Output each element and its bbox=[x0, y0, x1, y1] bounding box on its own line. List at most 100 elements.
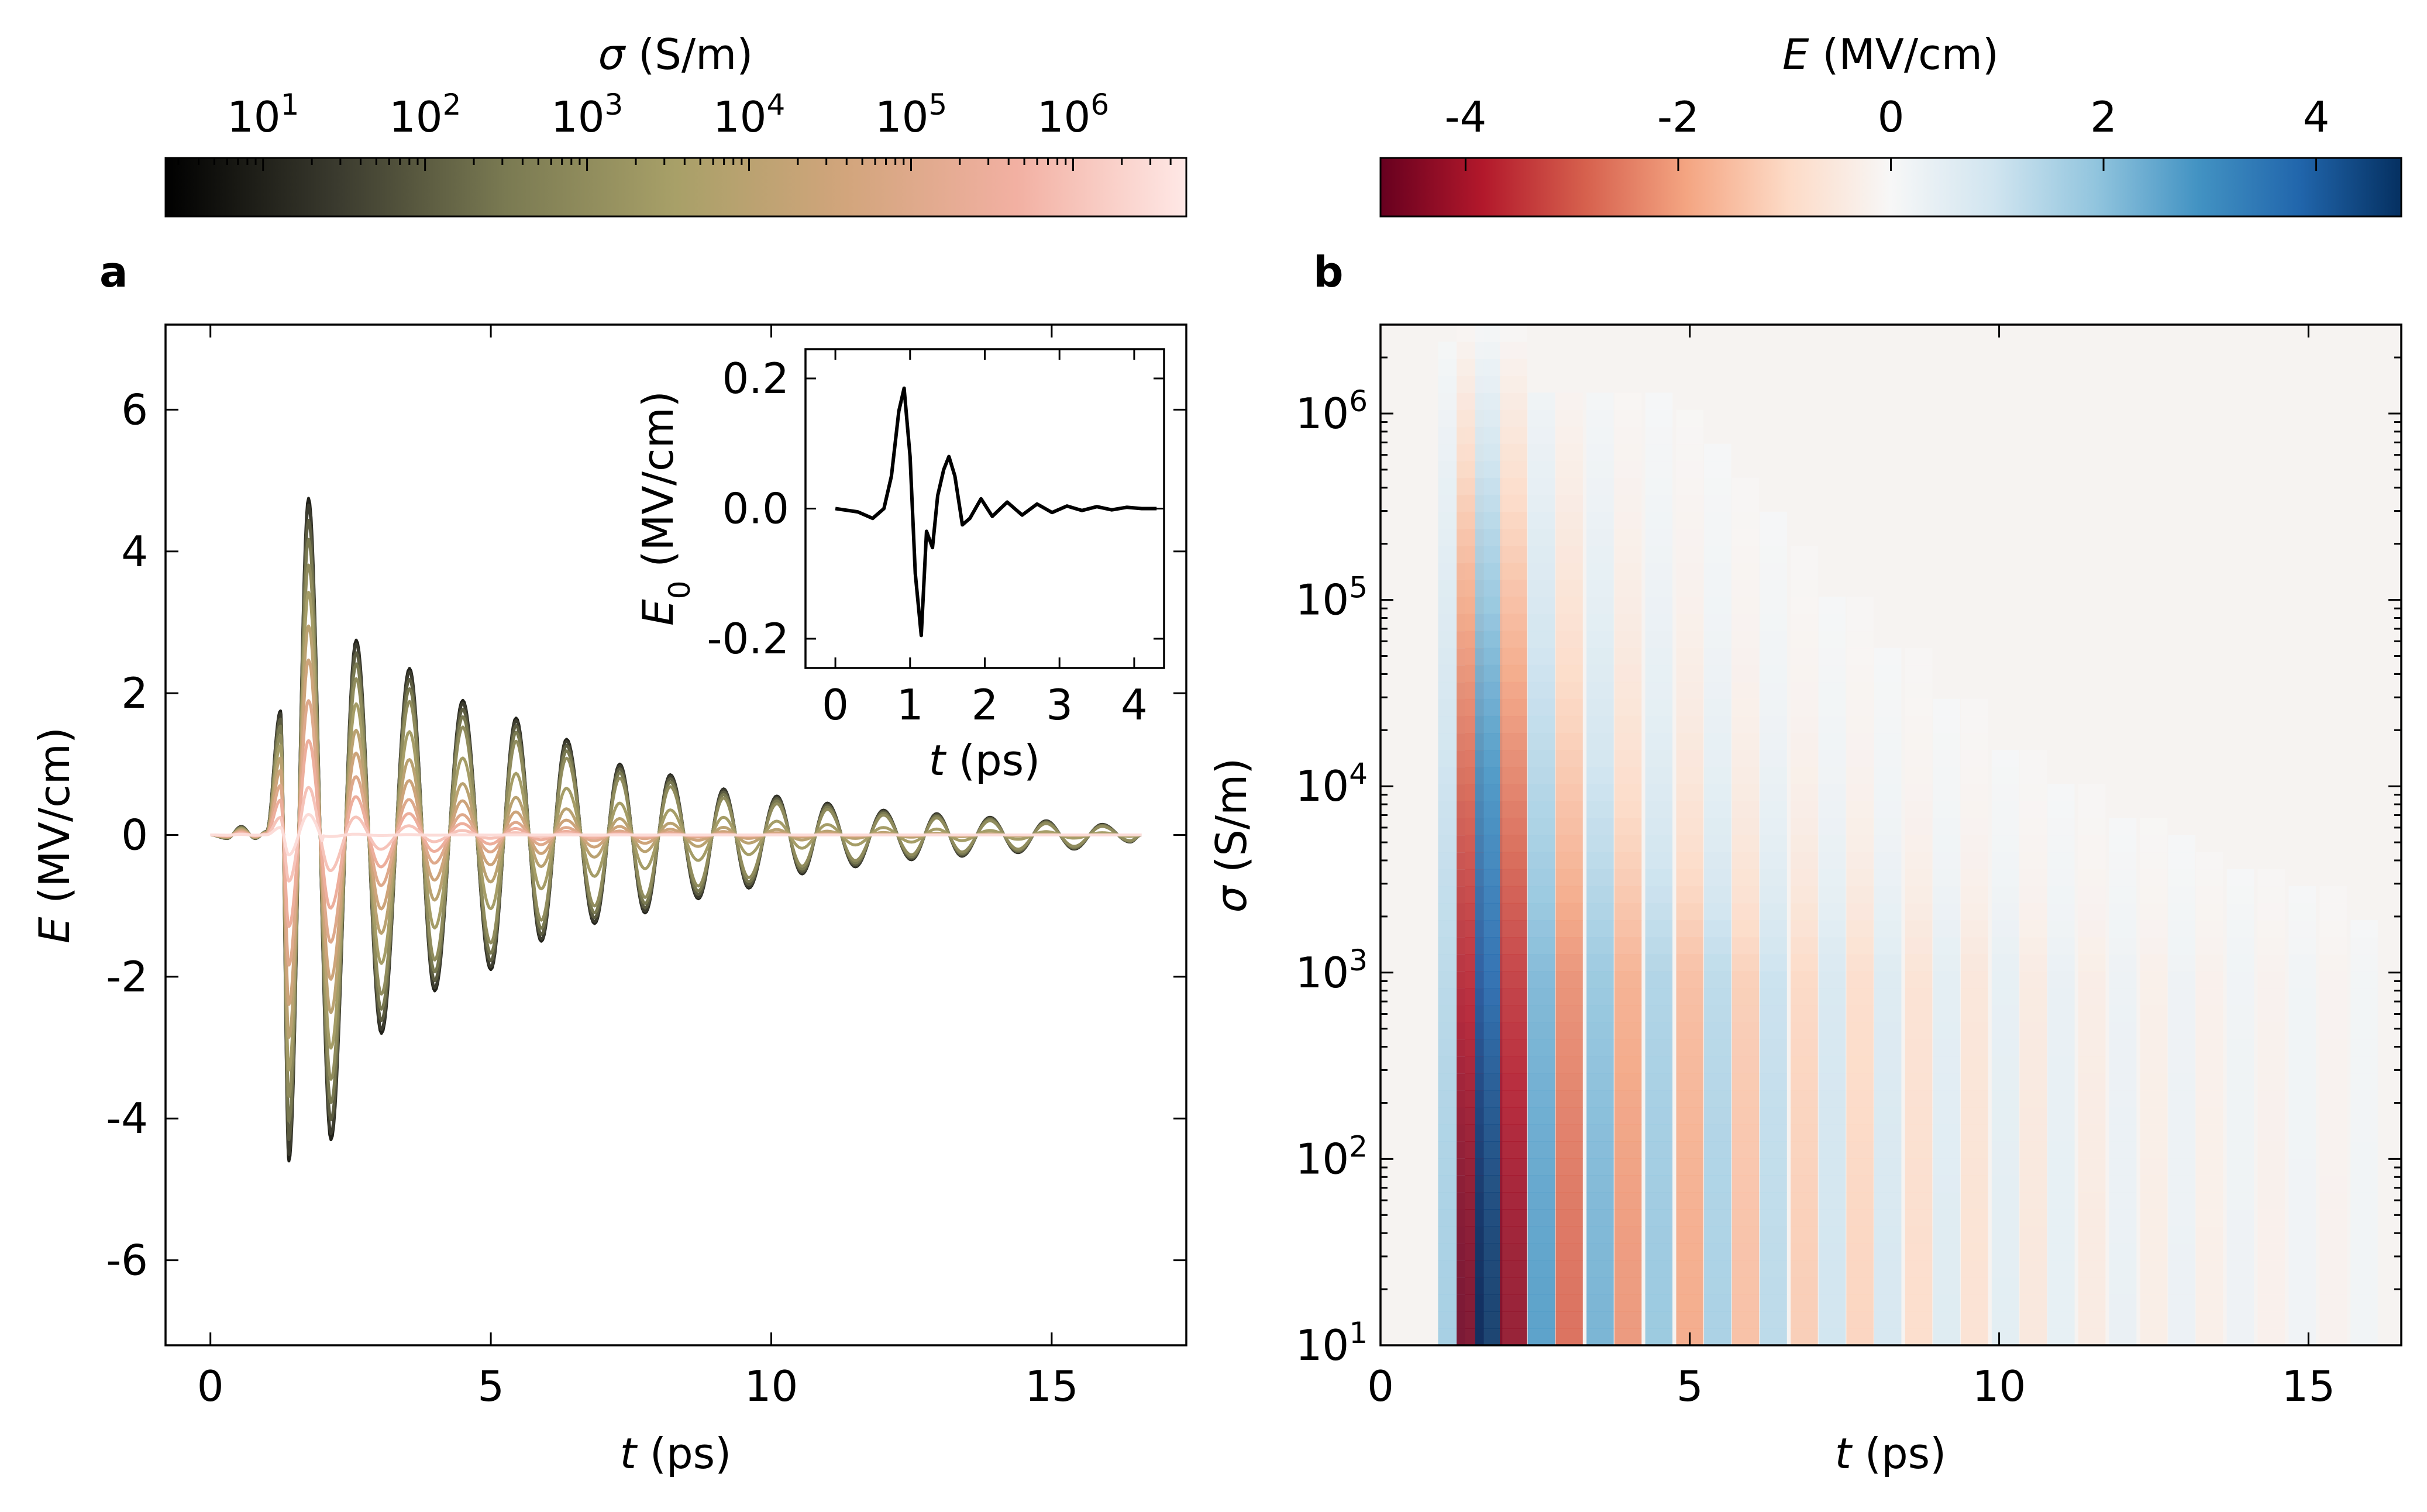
heatmap-cell bbox=[1500, 937, 1527, 955]
heatmap-cell bbox=[2168, 1124, 2195, 1142]
heatmap-cell bbox=[1676, 733, 1703, 750]
heatmap-cell bbox=[2109, 1141, 2137, 1159]
heatmap-cell bbox=[1905, 903, 1933, 921]
heatmap-cell bbox=[1846, 784, 1874, 801]
heatmap-cell bbox=[1760, 1328, 1787, 1345]
heatmap-cell bbox=[1586, 681, 1614, 700]
heatmap-cell bbox=[1874, 919, 1902, 938]
heatmap-cell bbox=[2019, 1022, 2047, 1040]
heatmap-cell bbox=[1676, 1124, 1703, 1142]
heatmap-cell bbox=[2226, 1158, 2254, 1176]
heatmap-cell bbox=[2078, 903, 2106, 921]
heatmap-cell bbox=[1475, 1005, 1503, 1022]
heatmap-cell bbox=[2109, 1226, 2137, 1244]
heatmap-cell bbox=[1905, 1294, 1933, 1312]
heatmap-cell bbox=[2195, 1277, 2223, 1295]
heatmap-cell bbox=[2078, 886, 2106, 904]
heatmap-cell bbox=[1731, 919, 1760, 938]
heatmap-cell bbox=[1818, 1158, 1846, 1176]
heatmap-cell bbox=[1846, 698, 1874, 717]
heatmap-cell bbox=[1760, 903, 1787, 921]
heatmap-cell bbox=[1905, 852, 1933, 870]
heatmap-cell bbox=[1704, 563, 1731, 580]
heatmap-cell bbox=[2257, 919, 2285, 938]
heatmap-cell bbox=[1586, 614, 1614, 632]
heatmap-cell bbox=[2109, 1090, 2137, 1108]
heatmap-cell bbox=[1586, 1175, 1614, 1193]
heatmap-cell bbox=[1760, 767, 1787, 784]
panel-b-xlabel: t (ps) bbox=[1835, 1429, 1947, 1478]
heatmap-cell bbox=[2350, 1090, 2378, 1108]
heatmap-cell bbox=[1475, 1328, 1503, 1345]
heatmap-cell bbox=[1818, 835, 1846, 853]
heatmap-cell bbox=[2140, 1022, 2168, 1040]
heatmap-cell bbox=[2078, 937, 2106, 955]
heatmap-cell bbox=[1555, 511, 1583, 529]
heatmap-cell bbox=[1555, 664, 1583, 683]
heatmap-cell bbox=[2288, 988, 2316, 1005]
heatmap-cell bbox=[2140, 1158, 2168, 1176]
heatmap-cell bbox=[1475, 852, 1503, 870]
heatmap-cell bbox=[1614, 886, 1642, 904]
heatmap-cell bbox=[1846, 1056, 1874, 1074]
heatmap-cell bbox=[1614, 1294, 1642, 1312]
heatmap-cell bbox=[2319, 1175, 2347, 1193]
heatmap-cell bbox=[1905, 1260, 1933, 1278]
heatmap-cell bbox=[2257, 1209, 2285, 1227]
heatmap-cell bbox=[1645, 1260, 1673, 1278]
heatmap-cell bbox=[2288, 1226, 2316, 1244]
heatmap-cell bbox=[1704, 784, 1731, 801]
heatmap-cell bbox=[1991, 1107, 2019, 1125]
heatmap-cell bbox=[1527, 1260, 1555, 1278]
heatmap-cell bbox=[2195, 919, 2223, 938]
heatmap-cell bbox=[1555, 460, 1583, 478]
heatmap-cell bbox=[1555, 1073, 1583, 1091]
heatmap-cell bbox=[1500, 529, 1527, 546]
heatmap-cell bbox=[1961, 1158, 1988, 1176]
heatmap-cell bbox=[2257, 971, 2285, 989]
y-tick-label: 104 bbox=[1296, 757, 1368, 811]
heatmap-cell bbox=[1586, 392, 1614, 410]
heatmap-cell bbox=[1704, 1175, 1731, 1193]
heatmap-cell bbox=[2350, 971, 2378, 989]
heatmap-cell bbox=[1791, 818, 1818, 836]
inset: 0 1 2 3 4 -0.2 0.0 0.2 t (ps) E0 (MV/cm) bbox=[634, 348, 1165, 785]
heatmap-cell bbox=[1475, 325, 1503, 342]
heatmap-cell bbox=[1500, 1022, 1527, 1040]
heatmap-cell bbox=[1614, 1311, 1642, 1329]
heatmap-cell bbox=[2319, 919, 2347, 938]
heatmap-cell bbox=[1791, 1022, 1818, 1040]
heatmap-cell bbox=[1731, 511, 1760, 529]
heatmap-cell bbox=[2226, 1311, 2254, 1329]
heatmap-cell bbox=[1760, 1158, 1787, 1176]
heatmap-cell bbox=[2319, 1260, 2347, 1278]
heatmap-cell bbox=[1704, 715, 1731, 733]
heatmap-cell bbox=[2047, 835, 2075, 853]
heatmap-cell bbox=[2288, 954, 2316, 972]
heatmap-cell bbox=[1645, 937, 1673, 955]
heatmap-cell bbox=[1933, 1107, 1960, 1125]
heatmap-cell bbox=[1645, 835, 1673, 853]
heatmap-cell bbox=[2288, 1039, 2316, 1057]
heatmap-cell bbox=[1933, 971, 1960, 989]
inset-line bbox=[835, 386, 1157, 638]
heatmap-cell bbox=[1704, 477, 1731, 495]
heatmap-cell bbox=[1676, 1005, 1703, 1022]
heatmap-cell bbox=[1731, 1124, 1760, 1142]
heatmap-cell bbox=[1731, 1022, 1760, 1040]
heatmap-cell bbox=[1704, 1056, 1731, 1074]
heatmap-cell bbox=[1874, 852, 1902, 870]
heatmap-cell bbox=[2319, 903, 2347, 921]
heatmap-cell bbox=[2047, 1328, 2075, 1345]
heatmap-cell bbox=[1760, 919, 1787, 938]
heatmap-cell bbox=[1500, 443, 1527, 461]
heatmap-cell bbox=[1555, 937, 1583, 955]
panel-b-heatmap bbox=[1381, 325, 2401, 1345]
heatmap-cell bbox=[1500, 1175, 1527, 1193]
heatmap-cell bbox=[2319, 886, 2347, 904]
heatmap-cell bbox=[1961, 818, 1988, 836]
heatmap-cell bbox=[1645, 818, 1673, 836]
x-tick-label: 5 bbox=[1676, 1362, 1703, 1411]
heatmap-cell bbox=[1905, 1175, 1933, 1193]
heatmap-cell bbox=[1555, 715, 1583, 733]
